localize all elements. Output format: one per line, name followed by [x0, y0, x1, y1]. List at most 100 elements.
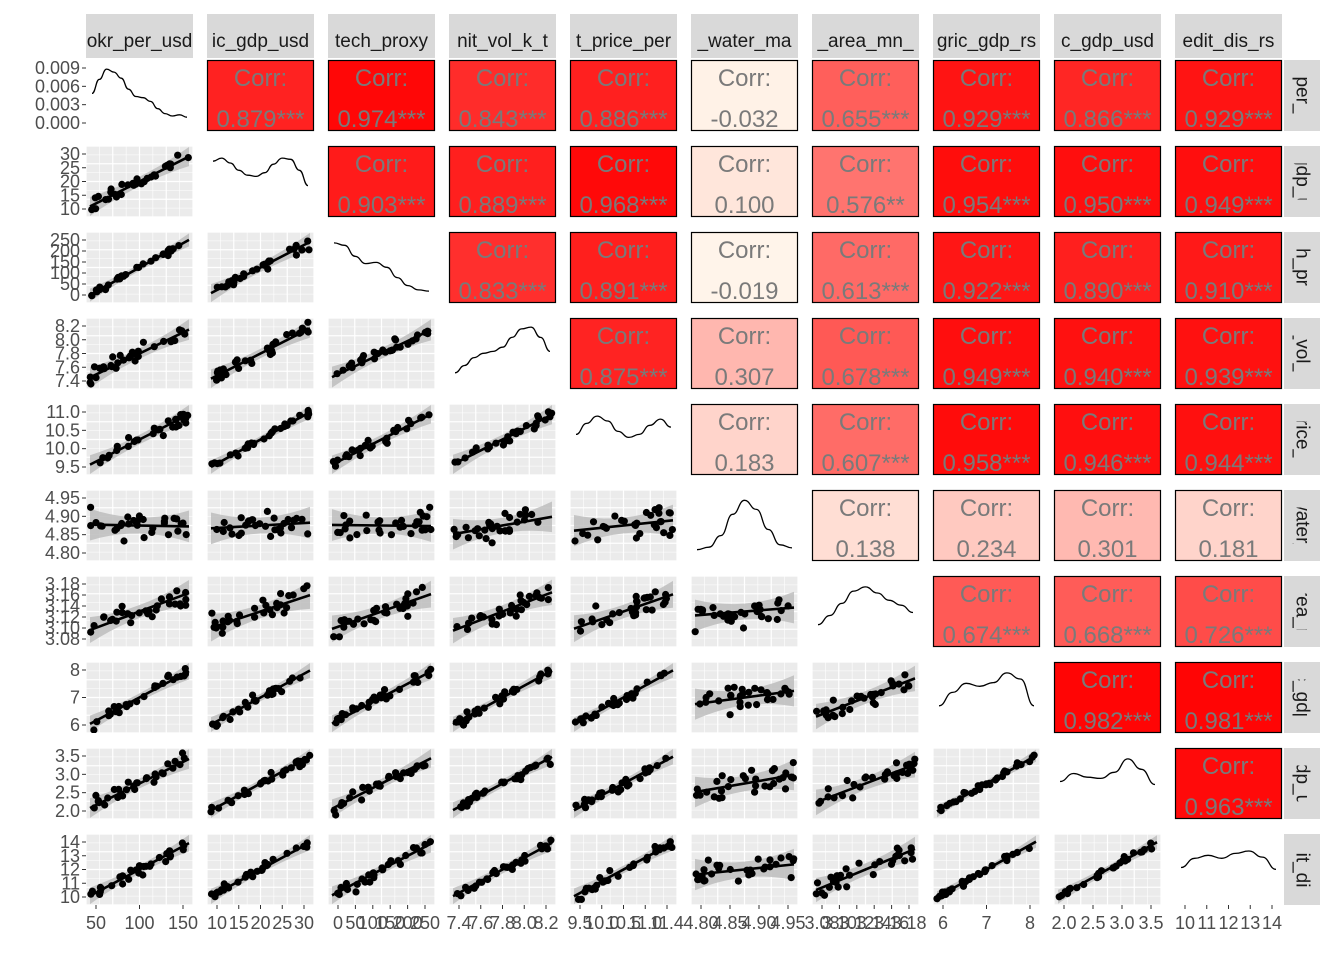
- fit-line: [331, 842, 432, 897]
- density-panel-bg: [328, 232, 435, 303]
- strip-top-label: _area_mn_: [816, 31, 914, 52]
- y-tick-label: 100: [50, 263, 80, 283]
- corr-heading: Corr:: [1202, 65, 1255, 92]
- scatter-point: [107, 185, 115, 193]
- scatter-point: [642, 508, 651, 517]
- scatter-point: [305, 246, 313, 254]
- scatter-point: [233, 356, 241, 364]
- fit-line: [89, 155, 190, 208]
- scatter-point: [181, 665, 189, 673]
- scatter-point: [358, 796, 366, 804]
- y-tick-label: 10.5: [45, 420, 80, 440]
- scatter-point: [450, 525, 458, 534]
- scatter-point: [730, 683, 738, 691]
- density-panel-5: [691, 490, 798, 561]
- corr-panel-bg: [569, 145, 678, 218]
- scatter-point: [125, 434, 133, 442]
- y-tick-label: 0: [70, 285, 80, 305]
- strip-right-label: price_p: [1292, 408, 1313, 470]
- scatter-point: [643, 593, 651, 602]
- scatter-point: [176, 600, 184, 608]
- scatter-panel-8-3: [448, 747, 557, 820]
- corr-value: 0.974***: [337, 106, 425, 133]
- scatter-point: [763, 696, 772, 704]
- fit-line: [573, 841, 674, 898]
- scatter-point: [508, 865, 516, 874]
- corr-value: 0.301: [1077, 536, 1137, 563]
- scatter-point: [488, 539, 496, 547]
- scatter-point: [911, 755, 919, 763]
- corr-panel-bg: [569, 317, 678, 390]
- corr-panel-1-3: Corr: 0.889***: [448, 145, 557, 218]
- corr-heading: Corr:: [1202, 667, 1255, 694]
- scatter-point: [843, 776, 851, 785]
- scatter-panel-8-6: [811, 747, 920, 820]
- scatter-point: [512, 612, 520, 620]
- scatter-layer: [815, 751, 919, 816]
- y-tick-label: 6: [70, 715, 80, 735]
- density-curve: [938, 672, 1035, 707]
- scatter-point: [412, 588, 421, 596]
- density-curve: [696, 499, 793, 551]
- strip-right-label: gdp_us: [1292, 752, 1313, 814]
- scatter-point: [757, 686, 765, 694]
- corr-heading: Corr:: [597, 237, 650, 264]
- corr-value: 0.613***: [821, 278, 909, 305]
- corr-heading: Corr:: [960, 237, 1013, 264]
- scatter-point: [120, 537, 128, 545]
- scatter-point: [419, 512, 427, 520]
- scatter-point: [648, 606, 656, 614]
- density-panel-9: [1175, 834, 1282, 905]
- scatter-point: [292, 251, 300, 259]
- x-tick-label: 25: [272, 913, 292, 933]
- scatter-point: [751, 602, 759, 610]
- scatter-point: [717, 787, 726, 795]
- scatter-layer: [88, 147, 192, 216]
- scatter-point: [402, 595, 410, 603]
- scatter-panel-3-1: [206, 317, 315, 390]
- scatter-panel-8-0: [85, 747, 194, 820]
- scatter-point: [831, 713, 839, 721]
- scatter-point: [715, 864, 723, 872]
- scatter-point: [263, 507, 271, 515]
- corr-heading: Corr:: [960, 581, 1013, 608]
- scatter-point: [140, 534, 148, 542]
- corr-panel-bg: [932, 145, 1041, 218]
- density-panel-bg: [86, 60, 193, 131]
- strip-top-label: gric_gdp_rs: [937, 31, 1036, 52]
- scatter-point: [904, 682, 913, 690]
- scatter-point: [182, 531, 190, 539]
- corr-panel-3-9: Corr: 0.939***: [1174, 317, 1283, 390]
- density-curve: [212, 157, 309, 187]
- scatter-point: [766, 856, 774, 864]
- scatter-point: [820, 891, 829, 899]
- corr-panel-bg: [932, 575, 1041, 648]
- corr-panel-bg: [690, 403, 799, 476]
- corr-heading: Corr:: [1202, 581, 1255, 608]
- scatter-layer: [452, 748, 554, 819]
- corr-panel-bg: [569, 231, 678, 304]
- strip-right-7: c_gdp: [1284, 662, 1320, 733]
- corr-panel-1-8: Corr: 0.950***: [1053, 145, 1162, 218]
- scatter-point: [164, 760, 172, 768]
- scatter-layer: [573, 835, 676, 904]
- strip-top-bg: [328, 14, 435, 58]
- scatter-layer: [692, 848, 798, 891]
- corr-panel-5-9: Corr: 0.181: [1174, 489, 1283, 562]
- x-tick-label: 11.4: [650, 913, 684, 933]
- scatter-point: [752, 782, 760, 790]
- scatter-point: [724, 616, 732, 624]
- strip-right-0: _per_u: [1284, 60, 1320, 131]
- corr-value: 0.949***: [942, 364, 1030, 391]
- strip-right-5: water_: [1284, 490, 1320, 561]
- corr-panel-3-5: Corr: 0.307: [690, 317, 799, 390]
- y-tick-label: 8.2: [55, 316, 80, 336]
- corr-value: 0.891***: [579, 278, 667, 305]
- x-tick-label: 10: [207, 913, 227, 933]
- scatter-panel-9-7: [932, 833, 1041, 906]
- fit-line: [89, 670, 190, 725]
- x-tick-label: 3.18: [891, 913, 926, 933]
- scatter-point: [516, 510, 524, 518]
- corr-value: 0.981***: [1184, 708, 1272, 735]
- x-tick-label: 11: [1197, 913, 1216, 933]
